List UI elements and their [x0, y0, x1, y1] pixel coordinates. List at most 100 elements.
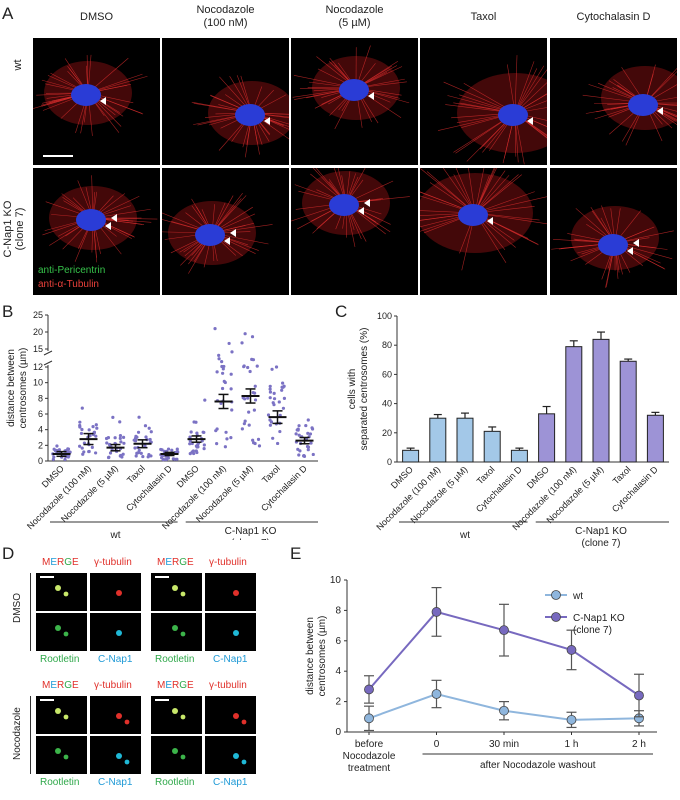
- data-point: [136, 451, 141, 455]
- y-tick-label: 4: [335, 666, 341, 677]
- arrowhead-icon: [368, 92, 374, 100]
- data-point: [106, 455, 111, 460]
- staining-tile: [205, 613, 256, 651]
- panel-d-letter: D: [2, 544, 15, 563]
- staining-tile: [36, 613, 87, 651]
- y-axis-label: distance between centrosomes (µm): [305, 616, 328, 697]
- data-point: [87, 428, 91, 432]
- data-point: [268, 418, 272, 422]
- y-axis-label-line: distance between: [305, 617, 316, 695]
- data-point: [134, 454, 138, 458]
- signal-dot: [63, 754, 69, 760]
- legend-label: (clone 7): [573, 625, 612, 636]
- data-point: [247, 410, 251, 414]
- bar: [510, 449, 528, 463]
- merge-label: MERGE: [42, 680, 79, 691]
- data-point: [121, 452, 125, 456]
- rootletin-label: Rootletin: [155, 654, 195, 665]
- arrowhead-icon: [105, 222, 111, 230]
- group-label-ko: C-Nap1 KO: [575, 526, 627, 537]
- signal-dot: [233, 590, 239, 596]
- cnap1-label: C-Nap1: [213, 654, 248, 665]
- data-point: [306, 445, 311, 449]
- data-point: [143, 444, 147, 448]
- data-point: [268, 423, 272, 427]
- data-point: [139, 451, 143, 455]
- merge-letter: E: [72, 680, 79, 691]
- data-point: [66, 447, 70, 451]
- legend-label: C-Nap1 KO: [573, 613, 625, 624]
- signal-dot: [63, 714, 69, 720]
- arrowhead-icon: [230, 229, 236, 237]
- x-tick-label: DMSO: [40, 463, 66, 489]
- data-point: [278, 429, 282, 434]
- microtubule: [468, 168, 476, 214]
- data-point: [166, 456, 170, 460]
- staining-tile: [151, 613, 202, 651]
- data-point: [268, 390, 273, 394]
- data-point: [170, 448, 174, 452]
- data-point: [191, 449, 196, 453]
- data-point: [121, 435, 126, 439]
- merge-letter: G: [179, 557, 188, 568]
- signal-dot: [172, 625, 178, 631]
- signal-dot: [124, 719, 130, 725]
- nucleus: [339, 79, 369, 101]
- column-header: Nocodazole (5 µM): [325, 4, 384, 29]
- data-point: [311, 452, 315, 457]
- data-point: [94, 451, 98, 455]
- data-point: [251, 438, 255, 442]
- data-point: [94, 423, 98, 427]
- cnap1-label: C-Nap1: [98, 777, 133, 788]
- rootletin-label: Rootletin: [40, 654, 80, 665]
- data-point: [566, 714, 577, 725]
- x-label-before: Nocodazole: [343, 751, 396, 762]
- data-point: [243, 419, 247, 423]
- data-point: [229, 435, 233, 440]
- data-point: [221, 367, 225, 371]
- legend-label: wt: [572, 591, 583, 602]
- data-point: [250, 335, 255, 339]
- bar: [646, 414, 664, 463]
- nucleus: [195, 224, 225, 246]
- data-point: [203, 398, 207, 402]
- signal-dot: [116, 630, 122, 636]
- nucleus: [498, 104, 528, 126]
- data-point: [246, 365, 250, 370]
- microtubule: [474, 212, 547, 225]
- data-point: [302, 454, 307, 458]
- y-axis-label-line: cells with: [347, 369, 358, 410]
- row-bracket: [30, 573, 31, 651]
- data-point: [90, 445, 94, 449]
- microtubule: [514, 55, 518, 114]
- signal-dot: [116, 753, 122, 759]
- merge-label: MERGE: [157, 557, 194, 568]
- x-tick-label: Taxol: [125, 463, 147, 485]
- data-point: [148, 437, 152, 442]
- data-point: [108, 443, 112, 447]
- arrowhead-icon: [527, 117, 533, 125]
- signal-dot: [55, 708, 61, 714]
- signal-dot: [180, 631, 186, 637]
- data-point: [274, 365, 279, 369]
- signal-dot: [172, 748, 178, 754]
- data-point: [78, 444, 82, 448]
- data-point: [68, 450, 72, 454]
- data-point: [133, 446, 137, 450]
- arrowhead-icon: [633, 239, 639, 247]
- merge-letter: E: [50, 557, 58, 568]
- bar: [538, 413, 556, 463]
- micrograph-tile: [162, 168, 289, 295]
- microtubule: [442, 168, 476, 214]
- staining-tile: [205, 736, 256, 774]
- data-point: [104, 436, 109, 441]
- bar: [619, 360, 637, 463]
- row-label-nocodazole: Nocodazole: [12, 707, 23, 760]
- staining-tile: [36, 736, 87, 774]
- micrograph-tile: [291, 38, 418, 165]
- column-header: Nocodazole (100 nM): [196, 4, 255, 29]
- data-point: [308, 432, 313, 436]
- staining-tile: [151, 573, 202, 611]
- group-label-ko: (clone 7): [231, 538, 270, 540]
- signal-dot: [55, 625, 61, 631]
